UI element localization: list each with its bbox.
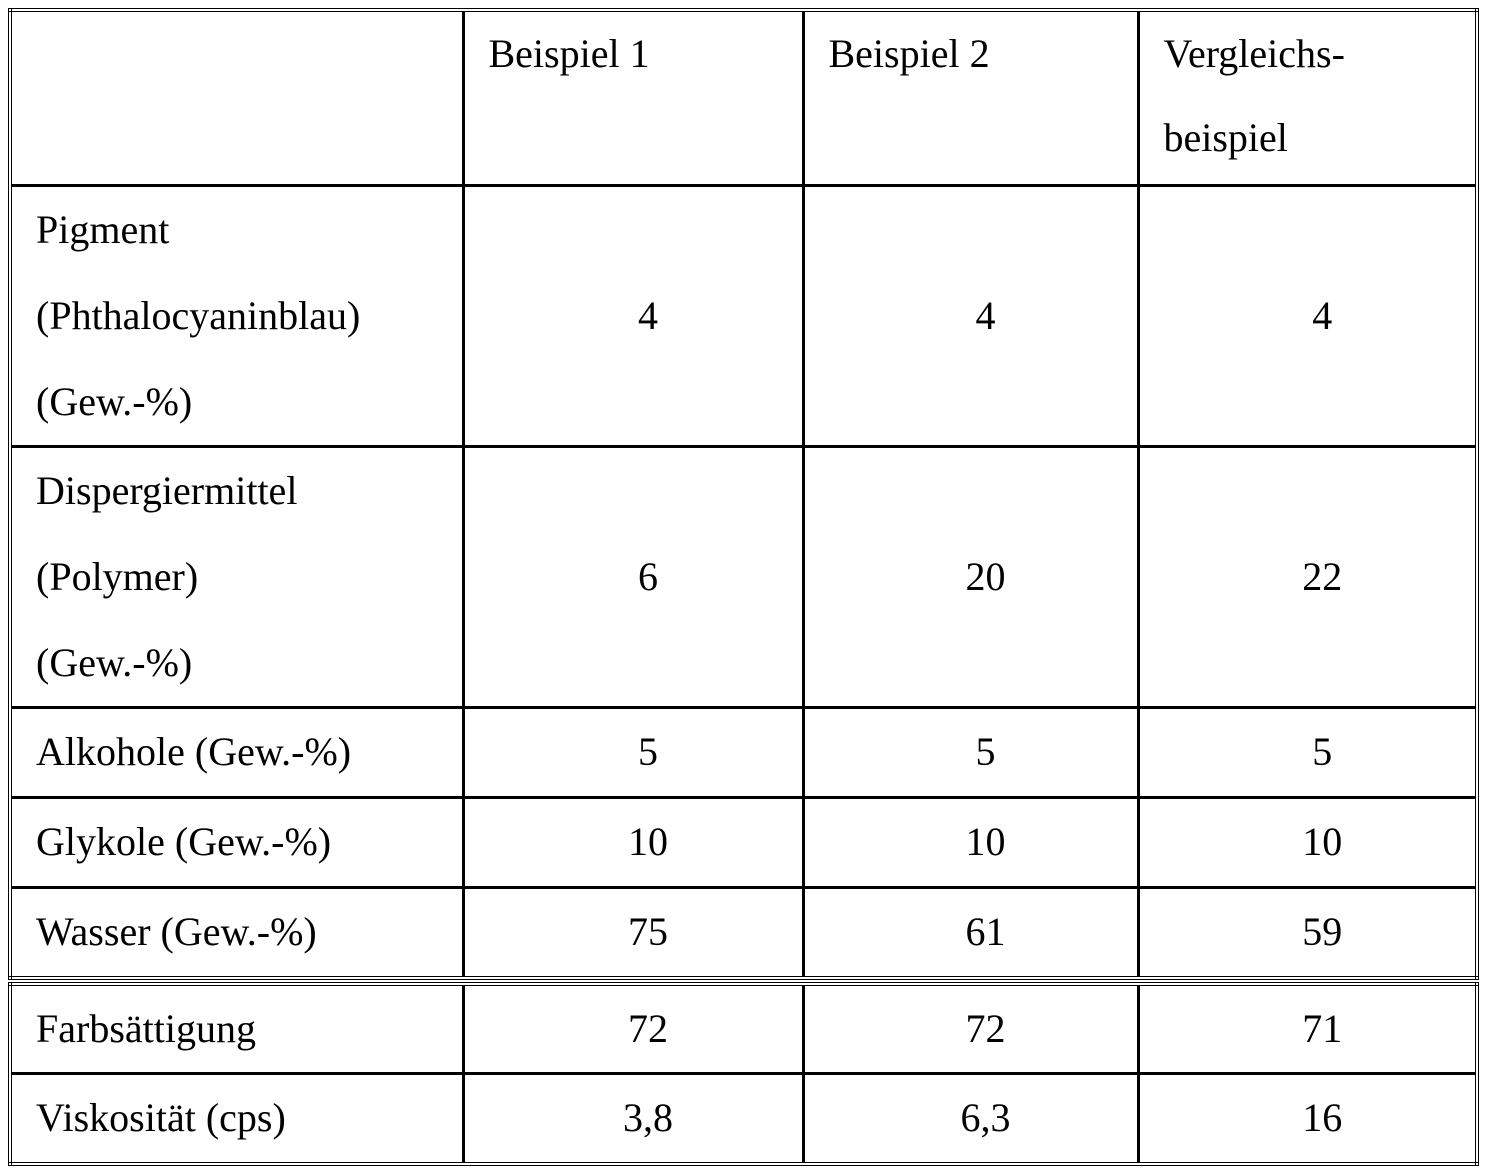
- cell-line: Dispergiermittel: [36, 448, 462, 534]
- cell-line: (Gew.-%): [36, 620, 462, 706]
- value-cell: 16: [1138, 1074, 1477, 1164]
- cell-line: Pigment: [36, 187, 462, 273]
- value-cell: 10: [463, 797, 803, 887]
- data-row: Pigment(Phthalocyaninblau)(Gew.-%)444: [10, 185, 1477, 446]
- row-label: Viskosität (cps): [10, 1074, 463, 1164]
- data-row: Glykole (Gew.-%)101010: [10, 797, 1477, 887]
- value-cell: 59: [1138, 887, 1477, 978]
- cell-line: Beispiel 1: [489, 12, 802, 96]
- cell-line: Wasser (Gew.-%): [36, 889, 462, 975]
- row-label: Glykole (Gew.-%): [10, 797, 463, 887]
- cell-line: (Gew.-%): [36, 359, 462, 445]
- value-cell: 4: [1138, 185, 1477, 446]
- cell-line: Vergleichs-: [1164, 12, 1476, 96]
- header-row: Beispiel 1Beispiel 2Vergleichs-beispiel: [10, 10, 1477, 185]
- value-cell: 20: [803, 446, 1138, 707]
- cell-line: (Polymer): [36, 534, 462, 620]
- header-cell: Beispiel 2: [803, 10, 1138, 185]
- row-label: Dispergiermittel(Polymer)(Gew.-%): [10, 446, 463, 707]
- value-cell: 5: [1138, 707, 1477, 797]
- cell-line: Beispiel 2: [829, 12, 1137, 96]
- data-row: Viskosität (cps)3,86,316: [10, 1074, 1477, 1164]
- value-cell: 6: [463, 446, 803, 707]
- data-row: Wasser (Gew.-%)756159: [10, 887, 1477, 978]
- header-cell: Beispiel 1: [463, 10, 803, 185]
- row-label: Wasser (Gew.-%): [10, 887, 463, 978]
- value-cell: 10: [1138, 797, 1477, 887]
- value-cell: 72: [803, 984, 1138, 1074]
- value-cell: 72: [463, 984, 803, 1074]
- cell-line: Viskosität (cps): [36, 1075, 462, 1161]
- cell-line: Farbsättigung: [36, 986, 462, 1072]
- cell-line: (Phthalocyaninblau): [36, 273, 462, 359]
- row-label: Pigment(Phthalocyaninblau)(Gew.-%): [10, 185, 463, 446]
- value-cell: 6,3: [803, 1074, 1138, 1164]
- value-cell: 75: [463, 887, 803, 978]
- value-cell: 5: [463, 707, 803, 797]
- cell-line: beispiel: [1164, 96, 1476, 180]
- results-table: Farbsättigung727271Viskosität (cps)3,86,…: [8, 982, 1479, 1166]
- value-cell: 22: [1138, 446, 1477, 707]
- cell-line: Alkohole (Gew.-%): [36, 709, 462, 795]
- value-cell: 5: [803, 707, 1138, 797]
- value-cell: 61: [803, 887, 1138, 978]
- value-cell: 10: [803, 797, 1138, 887]
- data-row: Dispergiermittel(Polymer)(Gew.-%)62022: [10, 446, 1477, 707]
- row-label: Alkohole (Gew.-%): [10, 707, 463, 797]
- value-cell: 4: [803, 185, 1138, 446]
- value-cell: 4: [463, 185, 803, 446]
- row-label: Farbsättigung: [10, 984, 463, 1074]
- value-cell: 71: [1138, 984, 1477, 1074]
- value-cell: 3,8: [463, 1074, 803, 1164]
- composition-table: Beispiel 1Beispiel 2Vergleichs-beispielP…: [8, 8, 1479, 980]
- header-cell: Vergleichs-beispiel: [1138, 10, 1477, 185]
- cell-line: Glykole (Gew.-%): [36, 799, 462, 885]
- data-row: Alkohole (Gew.-%)555: [10, 707, 1477, 797]
- data-row: Farbsättigung727271: [10, 984, 1477, 1074]
- corner-cell: [10, 10, 463, 185]
